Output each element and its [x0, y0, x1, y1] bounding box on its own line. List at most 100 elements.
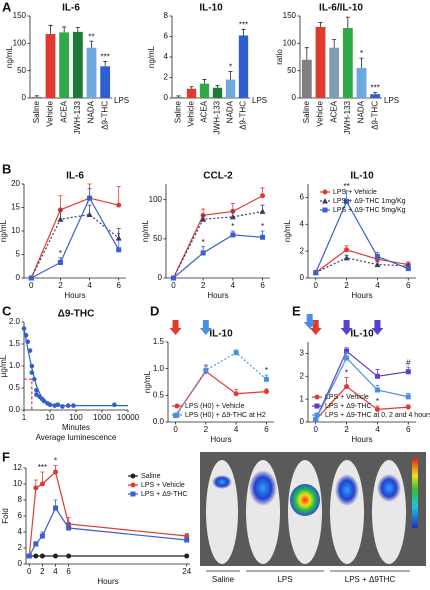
bar: [31, 96, 42, 98]
marker: [66, 525, 72, 531]
arrow: [340, 320, 353, 335]
bar: [370, 94, 381, 98]
significance: *: [59, 249, 62, 258]
bar: [72, 31, 83, 98]
signal: [290, 484, 320, 516]
chart-title: IL-10: [199, 3, 223, 14]
error-bar: [332, 39, 337, 48]
significance: **: [343, 182, 349, 191]
legend-label: Saline: [141, 473, 161, 480]
image-label: LPS: [277, 575, 292, 584]
image-label: LPS + Δ9THC: [345, 575, 396, 584]
significance: *: [345, 369, 348, 378]
arrow: [199, 320, 212, 335]
x-tick-label: 6: [66, 567, 71, 576]
y-tick-label: 6: [164, 32, 169, 41]
x-tick-label: 10000: [117, 413, 140, 422]
marker: [39, 533, 45, 539]
x-tick-label: 6: [406, 425, 411, 434]
marker: [33, 541, 39, 547]
x-tick-label: ACEA: [329, 100, 338, 122]
point: [47, 402, 53, 408]
bar: [301, 59, 312, 98]
y-tick-label: 0: [300, 273, 305, 282]
significance: ***: [239, 20, 248, 29]
point: [71, 403, 76, 408]
error-bar: [176, 95, 181, 97]
marker: [233, 350, 239, 356]
x-tick-label: 0: [29, 281, 34, 290]
series-line: [30, 213, 120, 279]
series-line: [315, 257, 409, 274]
bar: [86, 47, 97, 98]
error-bar: [228, 70, 233, 80]
y-tick-label: 150: [13, 11, 27, 20]
legend-marker: [314, 412, 320, 418]
marker: [184, 537, 190, 543]
point: [112, 402, 117, 408]
x-axis-label: Hours: [210, 435, 231, 444]
point: [32, 376, 37, 382]
marker: [184, 553, 190, 559]
legend-marker: [130, 491, 136, 497]
y-tick-label: 2: [164, 73, 169, 82]
y-axis-label: Fold: [1, 508, 10, 524]
marker: [405, 369, 411, 375]
marker: [200, 250, 206, 256]
bar: [199, 83, 210, 98]
significance: ***: [100, 52, 109, 61]
marker: [374, 387, 380, 393]
x-tick-label: 4: [87, 281, 92, 290]
marker: [66, 553, 72, 559]
marker: [374, 373, 380, 379]
y-tick-label: 3: [300, 349, 305, 358]
marker: [374, 254, 380, 260]
point: [65, 403, 71, 408]
marker: [344, 355, 350, 361]
significance: *: [231, 222, 234, 231]
x-axis-label: Hours: [97, 577, 118, 586]
y-tick-label: 1.0: [9, 361, 21, 370]
marker: [53, 553, 59, 559]
marker: [33, 553, 39, 559]
y-tick-label: 0: [158, 273, 163, 282]
marker: [344, 384, 350, 390]
marker: [229, 213, 236, 220]
x-tick-label: Δ9-THC: [239, 101, 248, 130]
bar: [59, 32, 70, 98]
series-line: [30, 197, 119, 279]
significance: ***: [370, 84, 379, 93]
panel-label: B: [2, 161, 11, 176]
marker: [200, 216, 207, 222]
series-line: [315, 200, 409, 273]
marker: [343, 254, 350, 261]
error-bar: [359, 57, 364, 68]
legend-label: LPS + Δ9-THC 1mg/Kg: [333, 198, 406, 205]
bar: [45, 34, 56, 98]
legend-marker: [322, 207, 328, 213]
marker: [116, 247, 122, 253]
y-tick-label: 4: [18, 527, 23, 536]
series-line: [315, 350, 409, 420]
significance: **: [88, 32, 94, 41]
y-tick-label: 0: [22, 93, 27, 102]
threshold-line: [24, 378, 33, 410]
mouse-image: Saline LPS LPS + Δ9THC: [200, 452, 426, 584]
x-tick-label: 10: [46, 413, 55, 422]
arrow: [371, 320, 384, 335]
chart-title: IL-6: [62, 3, 80, 14]
signal: [212, 475, 232, 489]
color-scale: [412, 458, 418, 528]
y-tick-label: 2.0: [9, 317, 21, 326]
bar: [100, 66, 111, 98]
error-bar: [345, 16, 350, 29]
marker: [344, 198, 350, 204]
x-tick-label: NADA: [226, 100, 235, 123]
x-tick-label: 4: [53, 567, 58, 576]
panel-label: C: [2, 303, 12, 318]
marker: [28, 275, 34, 281]
x-tick-label: NADA: [357, 100, 366, 123]
marker: [405, 404, 411, 410]
bar: [315, 26, 326, 98]
chart-title: IL-6: [66, 171, 84, 182]
